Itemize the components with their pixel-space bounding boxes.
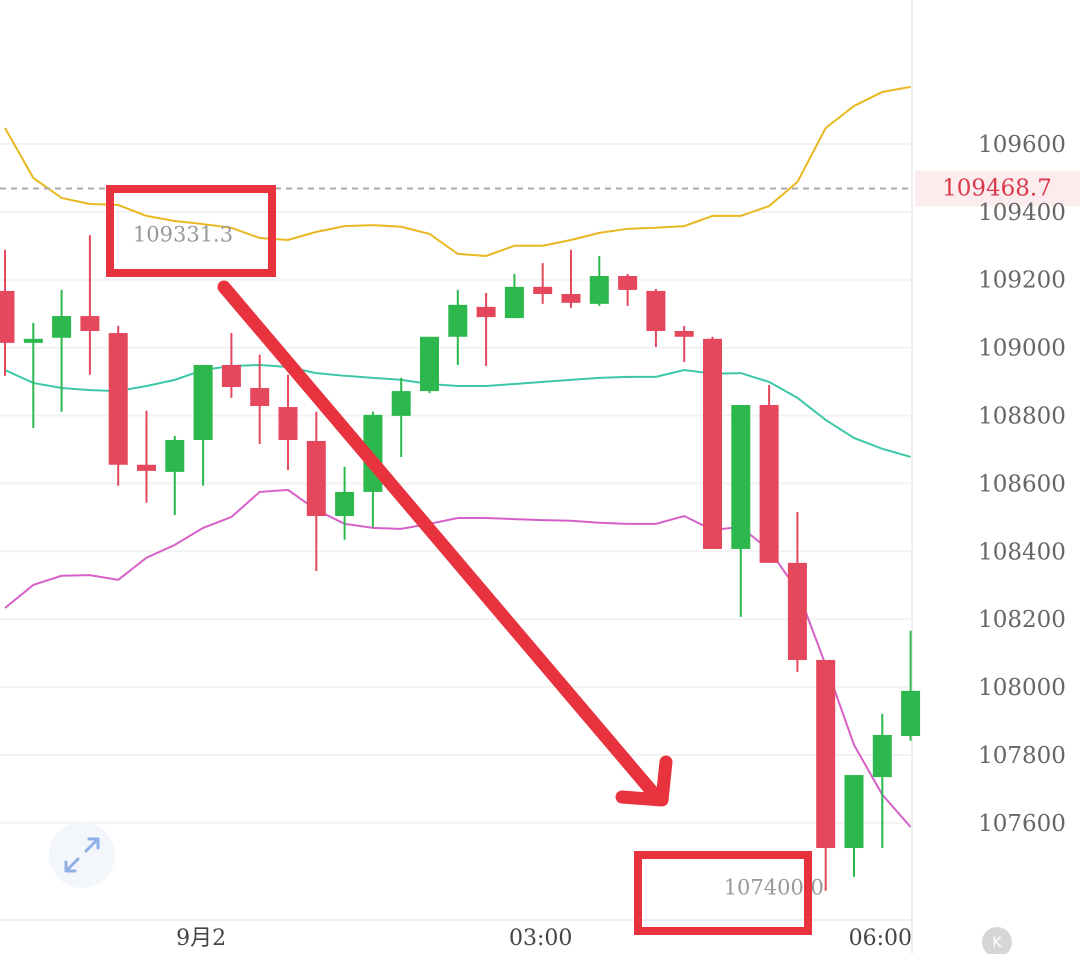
candle-body — [23, 338, 43, 343]
candle-body — [787, 562, 807, 660]
logo-icon — [982, 927, 1012, 954]
candle-body — [221, 364, 241, 388]
candle-body — [52, 316, 72, 338]
arrow-head — [615, 755, 673, 807]
last-price-label: 109468.7 — [942, 176, 1052, 202]
y-tick-label: 108400 — [978, 539, 1066, 565]
candle-body — [193, 364, 213, 440]
y-tick-label: 108600 — [978, 471, 1066, 497]
candle-body — [391, 391, 411, 416]
highlight-box — [106, 185, 276, 277]
candle-body — [250, 388, 270, 407]
high-annotation: 109331.3 — [133, 223, 233, 247]
plot — [0, 85, 921, 891]
candle-body — [872, 734, 892, 778]
y-tick-label: 109200 — [978, 268, 1066, 294]
candle-body — [80, 316, 100, 331]
candle-body — [165, 439, 185, 472]
candle-body — [533, 286, 553, 294]
candle-body — [618, 276, 638, 290]
y-tick-label: 109400 — [978, 200, 1066, 226]
candle-body — [731, 405, 751, 549]
y-tick-label: 108200 — [978, 607, 1066, 633]
arrow — [217, 280, 662, 802]
candle-body — [759, 405, 779, 563]
candle-body — [504, 286, 524, 319]
candle-body — [703, 338, 722, 549]
candle-body — [335, 491, 355, 517]
last-price-tag — [915, 170, 1080, 207]
candle-body — [137, 464, 156, 471]
expand-button[interactable] — [49, 822, 115, 888]
candle-body — [844, 775, 864, 849]
y-tick-label: 108000 — [978, 675, 1066, 701]
candle-body — [561, 293, 581, 303]
y-tick-label: 107600 — [978, 811, 1066, 837]
candle-body — [420, 336, 439, 392]
candle-body — [674, 330, 694, 337]
candle-body — [306, 440, 326, 517]
band-line — [4, 85, 911, 257]
y-tick-label: 109600 — [978, 132, 1066, 158]
band-line — [4, 363, 911, 458]
x-tick-label: 03:00 — [509, 926, 572, 951]
y-tick-label: 107800 — [978, 743, 1066, 769]
candle-body — [278, 407, 298, 440]
candle-body — [901, 690, 921, 736]
x-tick-label: 9月2 — [176, 926, 226, 951]
expand-icon — [64, 837, 100, 873]
candle-body — [589, 276, 609, 304]
highlight-box — [634, 851, 812, 935]
candle-body — [0, 290, 15, 343]
candle-body — [646, 290, 666, 331]
y-tick-label: 108800 — [978, 404, 1066, 430]
candle-body — [476, 306, 496, 318]
candle-body — [816, 659, 836, 849]
candle-body — [108, 333, 128, 465]
logo-text: K — [992, 935, 1002, 951]
candle-body — [448, 304, 468, 337]
x-tick-label: 06:00 — [849, 926, 912, 951]
y-tick-label: 109000 — [978, 336, 1066, 362]
